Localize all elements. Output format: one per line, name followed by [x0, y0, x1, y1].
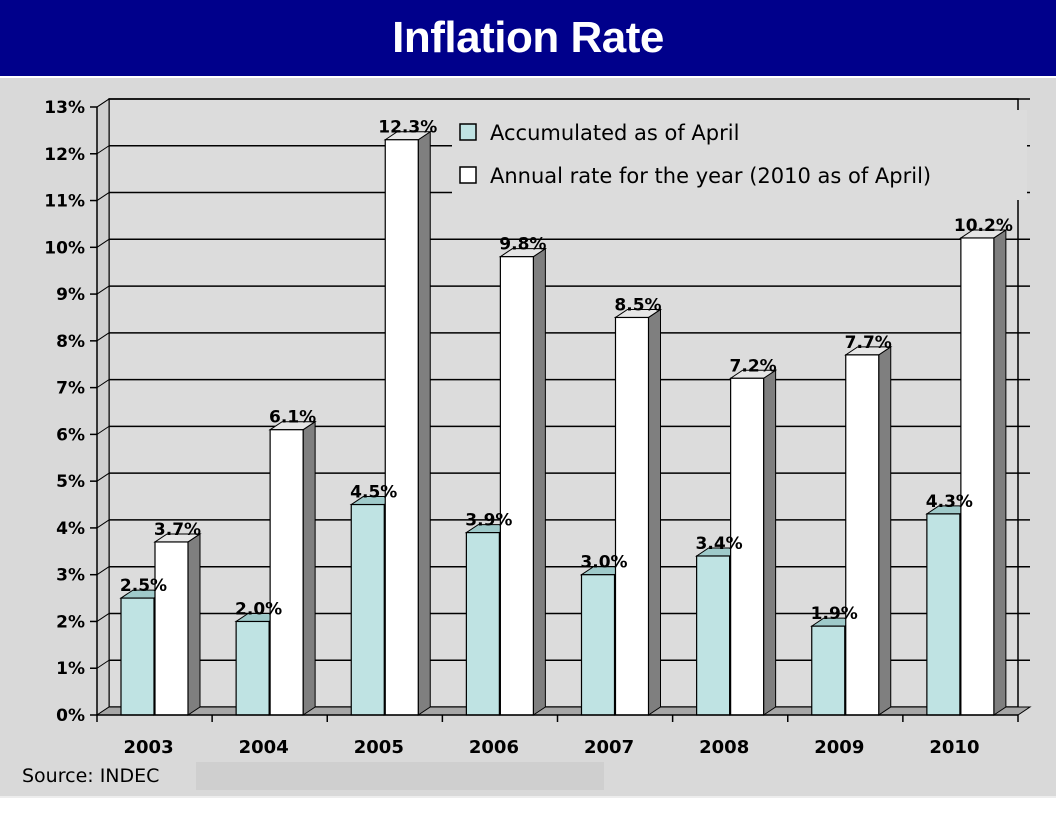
- y-tick-label: 9%: [56, 285, 85, 305]
- data-label: 12.3%: [378, 118, 437, 138]
- bar: [960, 237, 995, 716]
- data-label: 2.5%: [120, 576, 167, 596]
- data-label: 10.2%: [954, 216, 1013, 236]
- x-tick-label: 2006: [469, 737, 519, 758]
- bar: [465, 532, 500, 716]
- data-labels: 2.5% 3.7% 2.0% 6.1% 4.5% 12.3% 3.9% 9.8% 3.0% 8.5…: [120, 118, 1013, 624]
- bar: [614, 316, 650, 716]
- gridline-depth: [96, 379, 110, 389]
- bar: [811, 625, 846, 716]
- bar-side: [302, 420, 316, 716]
- legend-label: Annual rate for the year (2010 as of Apr…: [490, 164, 931, 188]
- data-label: 3.7%: [154, 520, 201, 540]
- data-label: 8.5%: [614, 295, 661, 315]
- inflation-chart: 0% 1% 2% 3% 4% 5% 6% 7% 8% 9% 10% 11% 12% 13% 2.5% 3.7…: [44, 98, 1032, 758]
- legend-label: Accumulated as of April: [490, 121, 739, 145]
- data-label: 3.9%: [465, 511, 512, 531]
- y-tick-label: 8%: [56, 332, 85, 352]
- x-tick-label: 2007: [584, 737, 634, 758]
- x-tick-label: 2004: [239, 737, 289, 758]
- y-tick-label: 7%: [56, 379, 85, 399]
- bar-side: [878, 345, 892, 716]
- bar: [730, 377, 765, 716]
- bar-side: [763, 369, 777, 716]
- data-label: 7.7%: [845, 333, 892, 353]
- bar-side: [417, 130, 431, 716]
- y-tick-label: 1%: [56, 659, 85, 679]
- x-axis: 2003 2004 2005 2006 2007 2008 2009 2010: [96, 714, 1019, 758]
- legend-swatch: [459, 123, 477, 141]
- y-tick-label: 0%: [56, 706, 85, 726]
- data-label: 3.4%: [696, 534, 743, 554]
- bar: [926, 513, 961, 716]
- bar-side: [532, 247, 546, 716]
- data-label: 3.0%: [580, 553, 627, 573]
- plot-side-wall: [96, 98, 110, 716]
- legend-box: [452, 110, 1027, 200]
- data-label: 1.9%: [811, 604, 858, 624]
- y-tick-label: 5%: [56, 472, 85, 492]
- legend: Accumulated as of April Annual rate for t…: [452, 110, 1027, 200]
- y-axis: 0% 1% 2% 3% 4% 5% 6% 7% 8% 9% 10% 11% 12% 13%: [44, 98, 98, 726]
- x-tick-label: 2005: [354, 737, 404, 758]
- data-label: 4.5%: [350, 483, 397, 503]
- data-label: 6.1%: [269, 408, 316, 428]
- bar: [384, 139, 419, 716]
- y-tick-label: 11%: [44, 192, 85, 212]
- y-tick-label: 2%: [56, 612, 85, 632]
- gridline-depth: [96, 519, 110, 529]
- gridline-depth: [96, 285, 110, 295]
- bar-side: [993, 229, 1007, 716]
- redacted-area: [196, 762, 604, 790]
- bar: [120, 597, 155, 716]
- y-tick-label: 3%: [56, 566, 85, 586]
- bar: [269, 429, 304, 716]
- gridline-depth: [96, 332, 110, 342]
- legend-swatch: [459, 166, 477, 184]
- bar-side: [648, 308, 661, 716]
- gridline-depth: [96, 98, 110, 108]
- bar: [235, 620, 270, 716]
- data-label: 9.8%: [499, 235, 546, 255]
- bar: [845, 354, 880, 716]
- x-tick-label: 2003: [124, 737, 174, 758]
- bar: [696, 555, 731, 716]
- y-tick-label: 13%: [44, 98, 85, 118]
- y-tick-label: 10%: [44, 238, 85, 258]
- gridline-depth: [96, 566, 110, 576]
- y-tick-label: 12%: [44, 145, 85, 165]
- x-tick-label: 2009: [814, 737, 864, 758]
- title-divider: [0, 76, 1056, 78]
- bar-side: [187, 533, 201, 716]
- bar: [499, 256, 534, 716]
- source-note: Source: INDEC: [22, 765, 160, 787]
- gridline-depth: [96, 425, 110, 435]
- y-tick-label: 4%: [56, 519, 85, 539]
- bottom-divider: [0, 796, 1056, 798]
- data-label: 4.3%: [926, 492, 973, 512]
- x-tick-label: 2010: [929, 737, 979, 758]
- bar: [350, 503, 385, 716]
- chart-title: Inflation Rate: [0, 0, 1056, 76]
- data-label: 2.0%: [235, 599, 282, 619]
- gridline-depth: [96, 472, 110, 482]
- bar: [154, 541, 189, 716]
- gridline-depth: [96, 192, 110, 201]
- gridline-depth: [96, 145, 110, 155]
- x-tick-label: 2008: [699, 737, 749, 758]
- bars: [119, 130, 1008, 716]
- y-tick-label: 6%: [56, 425, 85, 445]
- gridline-depth: [96, 613, 110, 622]
- data-label: 7.2%: [730, 356, 777, 376]
- gridline-depth: [96, 238, 110, 248]
- gridline-depth: [96, 659, 110, 669]
- bar: [580, 574, 616, 716]
